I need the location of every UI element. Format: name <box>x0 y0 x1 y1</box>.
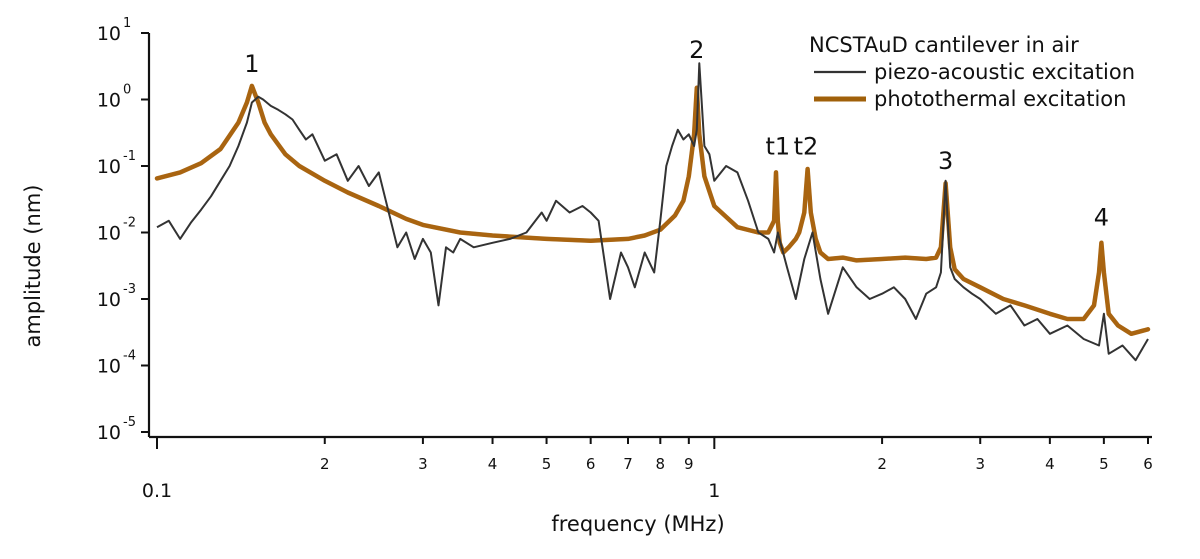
y-axis-label: amplitude (nm) <box>21 185 45 348</box>
y-tick-exponent: 0 <box>123 83 131 98</box>
y-tick-label: 10 <box>97 289 121 311</box>
x-ticks: 0.1 2 3 4 5 6 7 8 91 2 3 4 5 6 <box>142 437 1153 502</box>
y-tick-label: 10 <box>97 356 121 378</box>
peak-annotation: 2 <box>689 36 704 64</box>
x-tick-label: 4 <box>488 455 498 473</box>
y-tick-label: 10 <box>97 23 121 45</box>
y-tick-label: 10 <box>97 156 121 178</box>
x-tick-label: 5 <box>542 455 552 473</box>
annotation-layer: 1 2 t1 t2 3 4 <box>244 36 1109 231</box>
x-tick-label: 5 <box>1099 455 1109 473</box>
y-tick-exponent: -4 <box>123 349 136 364</box>
x-tick-label: 4 <box>1045 455 1055 473</box>
x-tick-label: 7 <box>623 455 633 473</box>
legend-label-photothermal: photothermal excitation <box>874 87 1126 111</box>
legend-title: NCSTAuD cantilever in air <box>809 33 1079 57</box>
y-tick-label: 10 <box>97 90 121 112</box>
x-tick-label: 6 <box>1143 455 1153 473</box>
x-tick-label: 6 <box>586 455 596 473</box>
series-line-photothermal <box>154 83 1151 337</box>
y-tick-label: 10 <box>97 223 121 245</box>
legend-label-piezo: piezo-acoustic excitation <box>874 60 1135 84</box>
series-layer <box>154 62 1151 362</box>
peak-annotation: 3 <box>938 147 953 175</box>
x-axis-label: frequency (MHz) <box>551 512 724 536</box>
y-tick-exponent: -3 <box>123 282 136 297</box>
x-tick-label: 9 <box>684 455 694 473</box>
y-tick-exponent: 1 <box>123 16 131 31</box>
peak-annotation: t1 <box>765 132 790 160</box>
y-tick-exponent: -2 <box>123 216 136 231</box>
y-tick-exponent: -5 <box>123 415 136 430</box>
peak-annotation: 1 <box>244 50 259 78</box>
x-tick-label: 1 <box>708 480 720 502</box>
peak-annotation: t2 <box>794 132 819 160</box>
x-tick-label: 8 <box>656 455 666 473</box>
series-line-piezo <box>156 62 1149 362</box>
x-tick-label: 3 <box>418 455 428 473</box>
y-tick-label: 10 <box>97 422 121 444</box>
legend: NCSTAuD cantilever in air piezo-acoustic… <box>809 33 1135 111</box>
x-tick-label: 0.1 <box>142 480 172 502</box>
peak-annotation: 4 <box>1094 203 1109 231</box>
y-tick-exponent: -1 <box>123 149 136 164</box>
x-tick-label: 2 <box>320 455 330 473</box>
x-tick-label: 3 <box>975 455 985 473</box>
x-tick-label: 2 <box>877 455 887 473</box>
